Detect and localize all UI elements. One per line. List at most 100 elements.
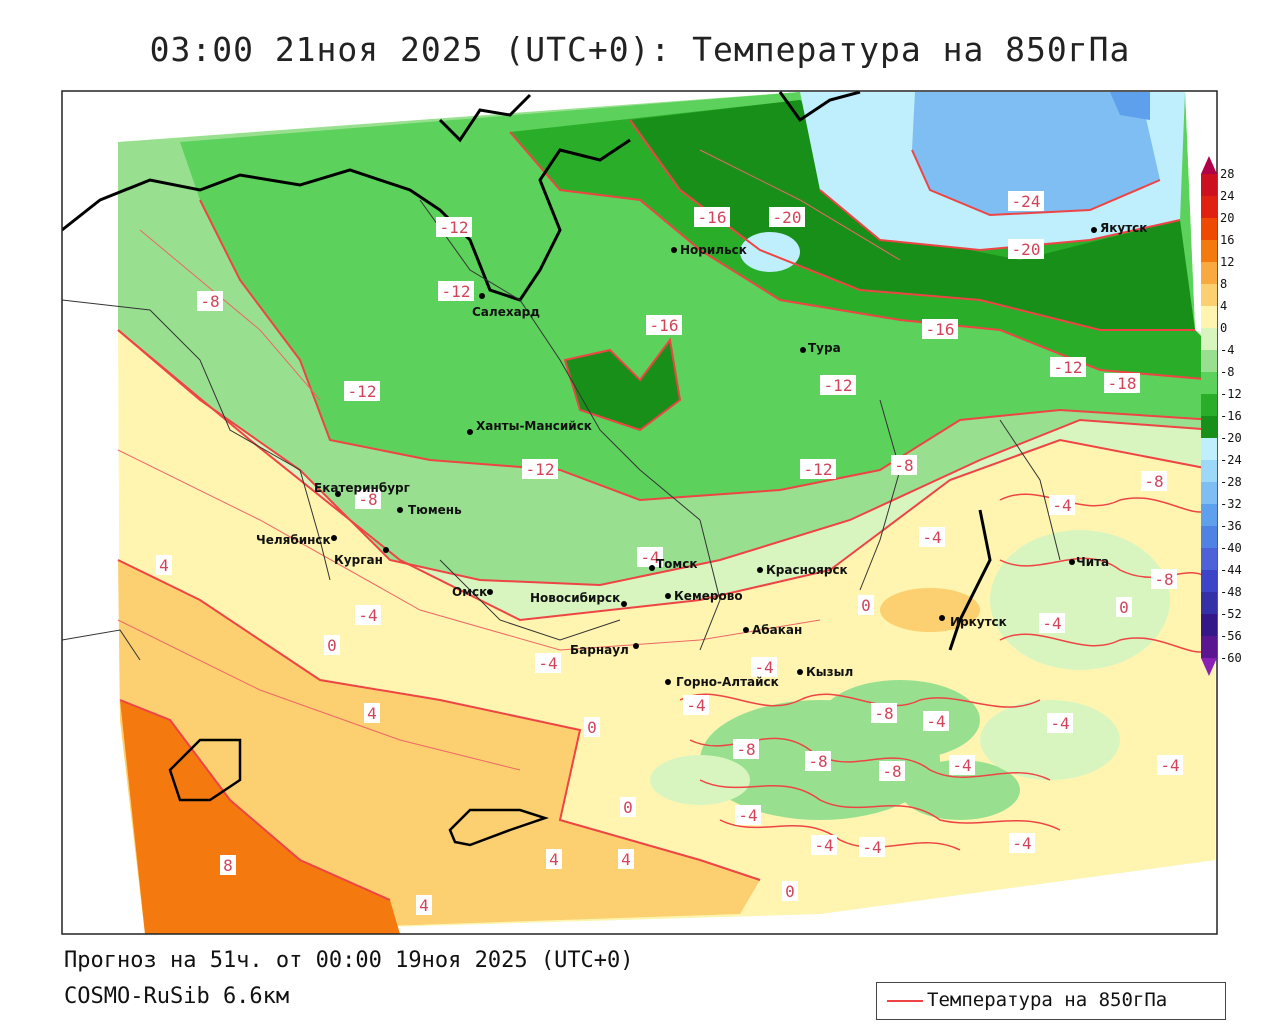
isotherm-label-bg [1157,755,1183,775]
city-label: Тура [808,341,841,355]
isotherm-label: -4 [1050,714,1069,733]
isotherm-label-bg [584,717,600,737]
colorbar-swatch [1201,416,1217,438]
isotherm-label-bg [546,849,562,869]
isotherm-label: -4 [862,838,881,857]
temperature-field [62,91,1216,934]
city-label: Горно-Алтайск [676,675,779,689]
colorbar-swatch [1201,548,1217,570]
isotherm-label-bg [416,895,432,915]
colorbar-swatch [1201,284,1217,306]
isotherm-label: -4 [922,528,941,547]
colorbar-tick-label: -32 [1220,497,1242,511]
isotherm-label-bg [1116,597,1132,617]
isotherm-label: -12 [1054,358,1083,377]
isotherm-label-bg [438,281,474,301]
colorbar-tick-label: -12 [1220,387,1242,401]
isotherm-label: -4 [640,548,659,567]
isotherm-label: -8 [882,762,901,781]
model-line: COSMO-RuSib 6.6км [64,984,290,1009]
city-marker [621,601,627,607]
legend-line-swatch [887,1000,923,1002]
isotherm-label-bg [805,751,831,771]
isotherm-labels: -24 -20 -20 -16 -16 -16 -18 -12 -12 -12 -12 -12 -12 -… [156,191,1183,915]
city-label: Чита [1076,555,1109,569]
city-marker [800,347,806,353]
colorbar-swatch [1201,614,1217,636]
city-label: Новосибирск [530,591,620,605]
isotherm-label-bg [637,547,663,567]
isotherm-label: 4 [549,850,559,869]
isotherm-label-bg [197,291,223,311]
isotherm-label-bg [1008,191,1044,211]
isotherm-label: -4 [1012,834,1031,853]
colorbar-swatch [1201,438,1217,460]
colorbar-tick-label: -44 [1220,563,1242,577]
city-label: Кемерово [674,589,743,603]
isotherm-label-bg [782,881,798,901]
isotherm-label: -8 [358,490,377,509]
isotherm-label: -12 [824,376,853,395]
isotherm-label: -4 [358,606,377,625]
isotherm-label-bg [1047,713,1073,733]
isotherm-label-bg [324,635,340,655]
colorbar-tick-label: -16 [1220,409,1242,423]
colorbar-swatch [1201,350,1217,372]
isotherm-label-bg [820,375,856,395]
isotherm-lines [117,119,1216,901]
isotherm-label-bg [919,527,945,547]
colorbar-swatch [1201,196,1217,218]
isotherm-label-bg [683,695,709,715]
colorbar-tick-label: -36 [1220,519,1242,533]
isotherm-label-bg [735,805,761,825]
isotherm-label-bg [522,459,558,479]
colorbar-swatch [1201,460,1217,482]
city-label: Кызыл [806,665,853,679]
colorbar-swatch [1201,636,1217,658]
colorbar-tick-label: -28 [1220,475,1242,489]
isotherm-label: 0 [327,636,337,655]
isotherm-label-bg [344,381,380,401]
legend-box: Температура на 850гПа [876,982,1226,1020]
isotherm-label: -16 [926,320,955,339]
city-marker [633,643,639,649]
isotherm-label: 0 [623,798,633,817]
colorbar-tick-label: -48 [1220,585,1242,599]
city-marker [1091,227,1097,233]
city-marker [649,565,655,571]
isotherm-label: -20 [1012,240,1041,259]
colorbar-swatch [1201,394,1217,416]
colorbar-tick-label: -8 [1220,365,1234,379]
isotherm-label-bg [220,855,236,875]
isotherm-label-bg [871,703,897,723]
city-marker [665,593,671,599]
colorbar-swatch [1201,570,1217,592]
colorbar-swatch [1201,592,1217,614]
isotherm-label: -4 [926,712,945,731]
isotherm-label: -12 [440,218,469,237]
isotherm-label: -12 [804,460,833,479]
city-marker [1069,559,1075,565]
map-title: 03:00 21ноя 2025 (UTC+0): Температура на… [149,30,1131,69]
isotherm-label: -4 [1042,614,1061,633]
isotherm-label: -8 [1144,472,1163,491]
zone-minus20 [630,100,1195,330]
isotherm-label: -8 [874,704,893,723]
isotherm-label: -18 [1108,374,1137,393]
city-marker [757,567,763,573]
isotherm-label-bg [355,489,381,509]
isotherm-label-bg [769,207,805,227]
isotherm-label-bg [156,555,172,575]
isotherm-label-bg [733,739,759,759]
region-borders [62,199,1061,661]
isotherm-label: -16 [650,316,679,335]
colorbar-swatch [1201,504,1217,526]
colorbar-bottom-arrow [1201,658,1217,676]
isotherm-label: 0 [785,882,795,901]
isotherm-label-bg [811,835,837,855]
colorbar-tick-label: 16 [1220,233,1234,247]
isotherm-label: -4 [738,806,757,825]
forecast-line: Прогноз на 51ч. от 00:00 19ноя 2025 (UTC… [64,948,634,973]
isotherm-label: -8 [1154,570,1173,589]
colorbar-swatch [1201,218,1217,240]
